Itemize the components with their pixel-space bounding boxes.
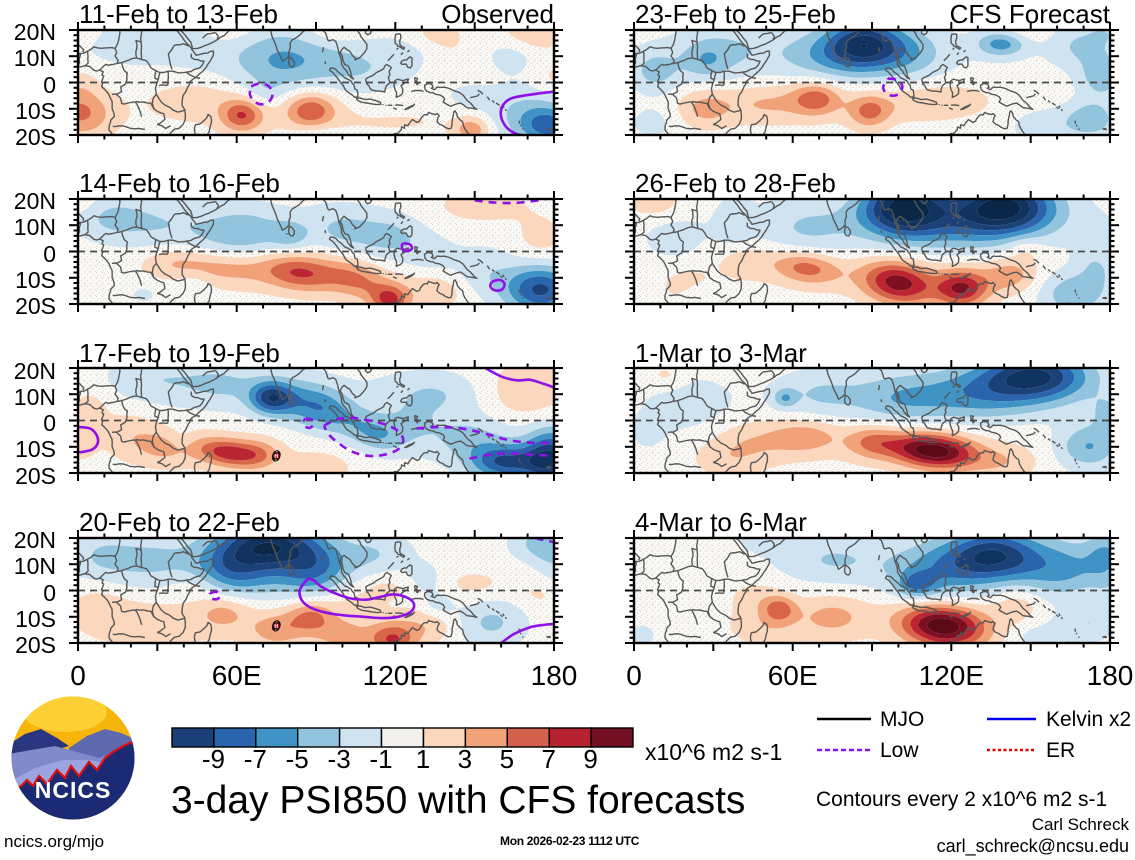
svg-text:H: H: [274, 454, 278, 460]
svg-text:H: H: [274, 623, 278, 629]
svg-text:NCICS: NCICS: [35, 777, 112, 803]
